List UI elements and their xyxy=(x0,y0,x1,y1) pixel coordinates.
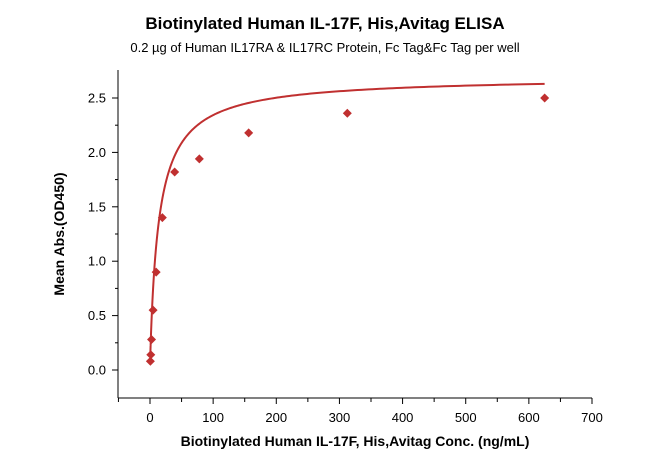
data-point-diamond xyxy=(145,356,155,366)
data-point-diamond xyxy=(147,335,157,345)
x-tick-label: 700 xyxy=(581,410,603,425)
x-tick-label: 100 xyxy=(202,410,224,425)
y-axis-label: Mean Abs.(OD450) xyxy=(51,172,67,295)
y-tick-label: 1.5 xyxy=(88,199,106,214)
data-point-diamond xyxy=(342,108,352,118)
x-tick-label: 0 xyxy=(146,410,153,425)
x-axis-label: Biotinylated Human IL-17F, His,Avitag Co… xyxy=(181,433,530,449)
y-tick-label: 2.0 xyxy=(88,145,106,160)
fit-curve xyxy=(149,82,545,353)
data-point-diamond xyxy=(540,93,550,103)
data-points xyxy=(145,93,550,366)
data-point-diamond xyxy=(194,154,204,164)
y-tick-label: 0.0 xyxy=(88,363,106,378)
data-point-diamond xyxy=(244,128,254,138)
chart-subtitle: 0.2 µg of Human IL17RA & IL17RC Protein,… xyxy=(130,40,520,55)
y-tick-label: 1.0 xyxy=(88,254,106,269)
data-point-diamond xyxy=(170,167,180,177)
chart-title: Biotinylated Human IL-17F, His,Avitag EL… xyxy=(145,14,505,33)
x-tick-label: 600 xyxy=(518,410,540,425)
data-point-diamond xyxy=(151,267,161,277)
data-point-diamond xyxy=(148,305,158,315)
x-tick-label: 500 xyxy=(455,410,477,425)
data-point-diamond xyxy=(157,213,167,223)
data-point-diamond xyxy=(146,350,156,360)
y-axis: 0.0 0.5 1.0 1.5 2.0 2.5 xyxy=(88,70,119,398)
x-axis: 0 100 200 300 400 500 600 700 xyxy=(117,397,603,425)
y-tick-label: 2.5 xyxy=(88,91,106,106)
x-tick-label: 400 xyxy=(392,410,414,425)
x-tick-label: 200 xyxy=(265,410,287,425)
x-tick-label: 300 xyxy=(329,410,351,425)
y-tick-label: 0.5 xyxy=(88,308,106,323)
